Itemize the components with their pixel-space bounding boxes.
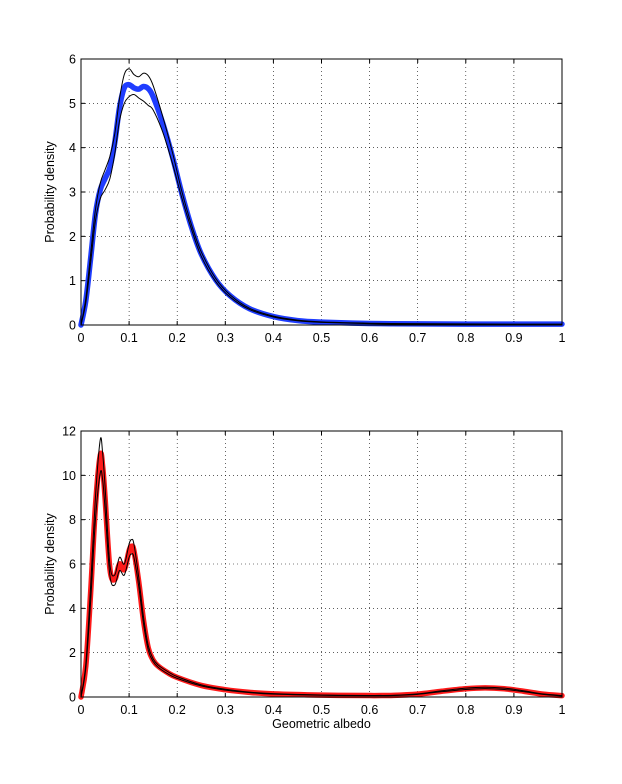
bottom-x-axis-label: Geometric albedo xyxy=(272,717,371,731)
top-x-tick-label: 0.3 xyxy=(217,331,234,345)
bottom-x-tick-label: 0 xyxy=(78,703,85,717)
top-y-tick-label: 6 xyxy=(69,53,76,67)
bottom-x-tick-label: 0.8 xyxy=(457,703,474,717)
top-y-tick-label: 0 xyxy=(69,319,76,333)
bottom-x-tick-label: 0.3 xyxy=(217,703,234,717)
top-density-chart: 0 0.1 0.2 0.3 0.4 0.5 0.6 0.7 0.8 0.9 1 0 1 2 3 4 5 6 Prob… xyxy=(43,53,566,346)
bottom-x-tick-label: 0.2 xyxy=(169,703,186,717)
bottom-y-tick-label: 8 xyxy=(69,513,76,527)
top-y-axis-label: Probability density xyxy=(43,141,57,243)
top-y-tick-label: 1 xyxy=(69,274,76,288)
bottom-lower-bound-line xyxy=(80,470,563,698)
bottom-x-tick-label: 0.5 xyxy=(313,703,330,717)
bottom-y-tick-label: 10 xyxy=(62,469,76,483)
bottom-x-tick-label: 0.9 xyxy=(505,703,522,717)
top-x-tick-label: 0.6 xyxy=(361,331,378,345)
bottom-y-tick-label: 6 xyxy=(69,558,76,572)
top-x-tick-label: 0.2 xyxy=(169,331,186,345)
bottom-y-tick-label: 12 xyxy=(62,425,76,439)
bottom-y-tick-label: 4 xyxy=(69,602,76,616)
top-x-tick-label: 0.8 xyxy=(457,331,474,345)
bottom-upper-bound-line xyxy=(80,437,563,698)
top-axes-box xyxy=(80,58,563,326)
top-y-tick-label: 2 xyxy=(69,230,76,244)
bottom-x-tick-label: 0.4 xyxy=(265,703,282,717)
bottom-x-tick-label: 0.1 xyxy=(120,703,137,717)
bottom-y-axis-label: Probability density xyxy=(43,513,57,615)
bottom-x-tick-label: 0.6 xyxy=(361,703,378,717)
top-y-tick-label: 4 xyxy=(69,141,76,155)
top-y-tick-label: 3 xyxy=(69,186,76,200)
top-x-tick-label: 0.9 xyxy=(505,331,522,345)
bottom-y-tick-label: 2 xyxy=(69,646,76,660)
top-x-tick-label: 0.1 xyxy=(120,331,137,345)
bottom-y-tick-label: 0 xyxy=(69,691,76,705)
bottom-x-tick-label: 1 xyxy=(559,703,566,717)
top-x-tick-label: 1 xyxy=(559,331,566,345)
top-lower-bound-line xyxy=(80,93,562,326)
top-x-tick-label: 0.4 xyxy=(265,331,282,345)
top-y-tick-label: 5 xyxy=(69,97,76,111)
top-x-tick-label: 0.7 xyxy=(409,331,426,345)
bottom-x-tick-label: 0.7 xyxy=(409,703,426,717)
top-x-tick-label: 0 xyxy=(78,331,85,345)
top-x-tick-label: 0.5 xyxy=(313,331,330,345)
bottom-density-chart: 0 0.1 0.2 0.3 0.4 0.5 0.6 0.7 0.8 0.9 1024681012Pr… xyxy=(43,425,566,732)
bottom-axes-box xyxy=(80,430,563,698)
